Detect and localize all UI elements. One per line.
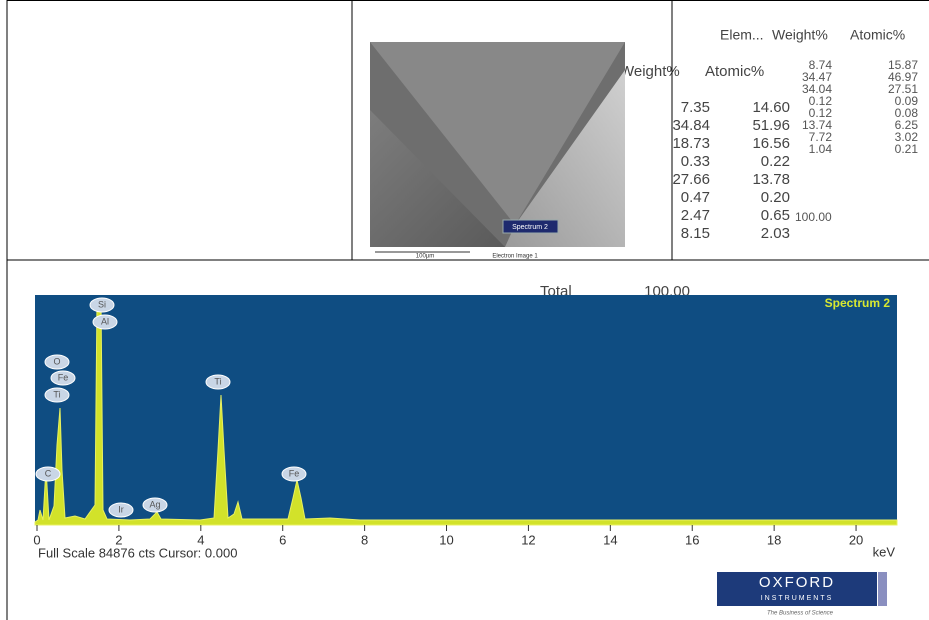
cell: 0.33 bbox=[681, 153, 710, 170]
spectrum-plot bbox=[35, 295, 897, 525]
scale-label: 100µm bbox=[416, 254, 434, 260]
cell: 34.84 bbox=[672, 117, 710, 134]
cell: 14.60 bbox=[752, 99, 790, 116]
x-tick-label: 10 bbox=[439, 532, 453, 547]
peak-label: Al bbox=[101, 316, 109, 326]
cell: 51.96 bbox=[752, 117, 790, 134]
peak-label: Ti bbox=[53, 389, 60, 399]
x-unit: keV bbox=[873, 544, 896, 559]
peak-label: C bbox=[45, 468, 52, 478]
cell: 0.47 bbox=[681, 189, 710, 206]
image-caption: Electron Image 1 bbox=[492, 254, 538, 260]
cell: 1.04 bbox=[809, 142, 833, 156]
sem-image: Spectrum 2 100µm Electron Image 1 bbox=[370, 42, 625, 260]
header: Atomic% bbox=[705, 63, 764, 80]
logo: OXFORD INSTRUMENTS The Business of Scien… bbox=[717, 572, 887, 617]
x-tick-label: 8 bbox=[361, 532, 368, 547]
logo-name: OXFORD bbox=[759, 574, 835, 591]
cell: 13.78 bbox=[752, 171, 790, 188]
peak-label: Ir bbox=[118, 504, 124, 514]
header: Atomic% bbox=[850, 27, 905, 43]
page: Weight% Atomic% 7.35 14.60 34.84 51.96 18.73 16… bbox=[0, 0, 929, 620]
cell: 27.66 bbox=[672, 171, 710, 188]
x-tick-label: 18 bbox=[767, 532, 781, 547]
peak-label: Ag bbox=[149, 499, 160, 509]
x-tick-label: 20 bbox=[849, 532, 863, 547]
peak-label: Fe bbox=[58, 372, 69, 382]
header: Elem... bbox=[720, 27, 764, 43]
cell: 8.15 bbox=[681, 225, 710, 242]
spectrum-title: Spectrum 2 bbox=[825, 296, 891, 310]
cell: 0.22 bbox=[761, 153, 790, 170]
header: Weight% bbox=[620, 63, 680, 80]
peak-label: Ti bbox=[214, 376, 221, 386]
peak-label: O bbox=[53, 356, 60, 366]
header: Weight% bbox=[772, 27, 828, 43]
cell: 18.73 bbox=[672, 135, 710, 152]
x-tick-label: 14 bbox=[603, 532, 617, 547]
cell: 16.56 bbox=[752, 135, 790, 152]
logo-sub: INSTRUMENTS bbox=[761, 595, 834, 602]
peak-label: Fe bbox=[289, 468, 300, 478]
cell: 7.35 bbox=[681, 99, 710, 116]
logo-tagline: The Business of Science bbox=[767, 611, 834, 617]
cell: 2.47 bbox=[681, 207, 710, 224]
x-tick-label: 6 bbox=[279, 532, 286, 547]
cell: 0.65 bbox=[761, 207, 790, 224]
peak-label: Si bbox=[98, 299, 106, 309]
status: Full Scale 84876 cts Cursor: 0.000 bbox=[38, 545, 237, 560]
total: 100.00 bbox=[795, 210, 832, 224]
cell: 2.03 bbox=[761, 225, 790, 242]
cell: 0.21 bbox=[895, 142, 919, 156]
spectrum-label: Spectrum 2 bbox=[512, 224, 548, 231]
cell: 0.20 bbox=[761, 189, 790, 206]
x-tick-label: 16 bbox=[685, 532, 699, 547]
x-tick-label: 12 bbox=[521, 532, 535, 547]
